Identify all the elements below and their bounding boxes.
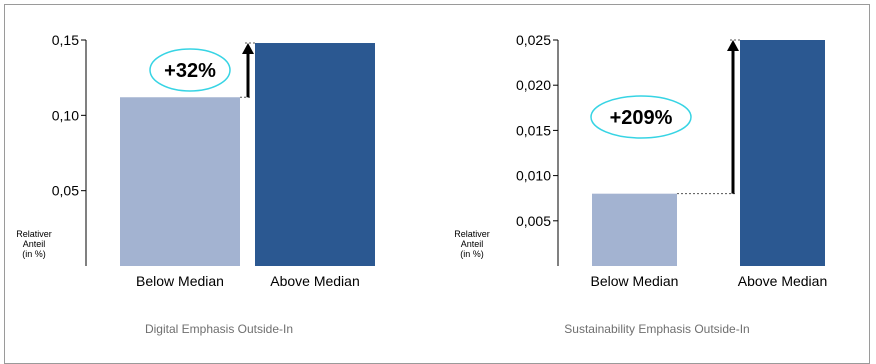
x-category-label: Above Median xyxy=(738,273,828,289)
y-axis-label-line: (in %) xyxy=(22,249,46,259)
chart-subtitle: Sustainability Emphasis Outside-In xyxy=(564,322,750,336)
y-axis-label-line: Anteil xyxy=(460,239,484,249)
y-axis-label-line: (in %) xyxy=(460,249,484,259)
y-tick-label: 0,020 xyxy=(516,77,551,93)
y-tick-label: 0,005 xyxy=(516,213,551,229)
increase-arrow-head xyxy=(242,43,254,55)
y-tick-label: 0,15 xyxy=(52,32,79,48)
x-category-label: Below Median xyxy=(136,273,224,289)
y-axis-label-line: Anteil xyxy=(22,239,46,249)
change-annotation-bubble xyxy=(590,95,692,139)
y-axis-label-line: Relativer xyxy=(454,229,490,239)
change-annotation-label: +32% xyxy=(164,60,216,82)
y-tick-label: 0,10 xyxy=(52,107,79,123)
y-axis-label: Relativer Anteil (in %) xyxy=(14,229,54,259)
chart-sustainability-svg: 0,005 0,010 0,015 0,020 0,025 Below Median Abo… xyxy=(516,32,828,289)
y-axis-label: Relativer Anteil (in %) xyxy=(452,229,492,259)
x-category-label: Below Median xyxy=(591,273,679,289)
y-tick-label: 0,05 xyxy=(52,183,79,199)
y-axis-label-line: Relativer xyxy=(16,229,52,239)
chart-subtitle: Digital Emphasis Outside-In xyxy=(144,322,294,336)
bar xyxy=(740,40,825,266)
bar xyxy=(592,193,677,266)
chart-sustainability-emphasis: 0,005 0,010 0,015 0,020 0,025 Below Median Abo… xyxy=(438,0,876,346)
y-tick-label: 0,025 xyxy=(516,32,551,48)
bar xyxy=(120,97,240,267)
change-annotation-bubble xyxy=(149,48,231,92)
increase-arrow-head xyxy=(727,40,739,51)
y-tick-label: 0,015 xyxy=(516,122,551,138)
chart-digital-emphasis: 0,05 0,10 0,15 Below Median Above Median +32%… xyxy=(0,0,438,346)
y-tick-label: 0,010 xyxy=(516,168,551,184)
change-annotation-label: +209% xyxy=(610,107,673,129)
bar xyxy=(255,43,375,266)
chart-digital-svg: 0,05 0,10 0,15 Below Median Above Median +32% xyxy=(52,32,375,289)
x-category-label: Above Median xyxy=(270,273,360,289)
